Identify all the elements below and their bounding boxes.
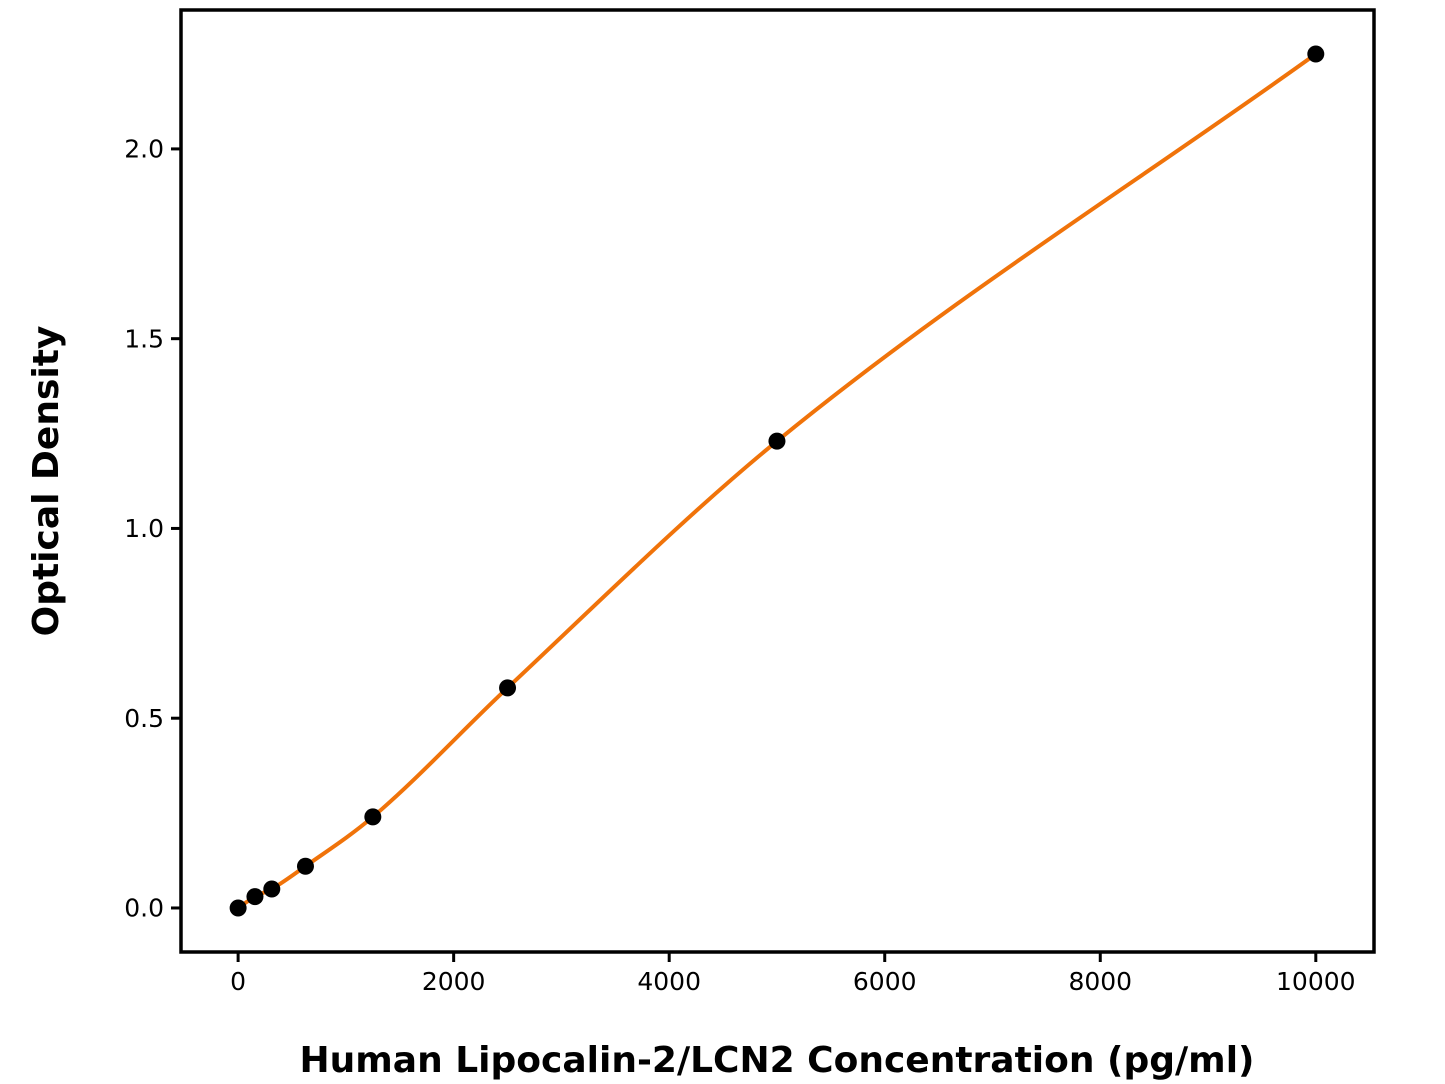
y-axis-ticks: 0.0 0.5 1.0 1.5 2.0 — [124, 135, 181, 923]
y-tick-label: 1.5 — [124, 324, 164, 353]
y-tick-label: 1.0 — [124, 514, 164, 543]
data-point-marker — [768, 432, 786, 450]
x-tick-label: 6000 — [853, 967, 917, 996]
x-tick-label: 10000 — [1276, 967, 1356, 996]
data-point-marker — [1307, 45, 1325, 63]
series-group — [229, 45, 1325, 917]
plot-frame — [179, 8, 1376, 954]
x-axis-ticks: 0 2000 4000 6000 8000 10000 — [230, 952, 1356, 996]
standard-curve-line — [236, 52, 1318, 910]
data-point-marker — [229, 899, 247, 917]
y-axis-label: Optical Density — [26, 326, 67, 637]
data-point-marker — [263, 880, 281, 898]
x-tick-label: 8000 — [1068, 967, 1132, 996]
data-point-marker — [499, 679, 517, 697]
data-point-marker — [296, 857, 314, 875]
x-axis-label: Human Lipocalin-2/LCN2 Concentration (pg… — [300, 1040, 1255, 1081]
data-point-marker — [364, 808, 382, 826]
y-tick-label: 0.0 — [124, 894, 164, 923]
data-point-marker — [246, 888, 264, 906]
x-tick-label: 4000 — [637, 967, 701, 996]
x-tick-label: 0 — [230, 967, 246, 996]
x-tick-label: 2000 — [422, 967, 486, 996]
y-tick-label: 2.0 — [124, 135, 164, 164]
y-tick-label: 0.5 — [124, 704, 164, 733]
